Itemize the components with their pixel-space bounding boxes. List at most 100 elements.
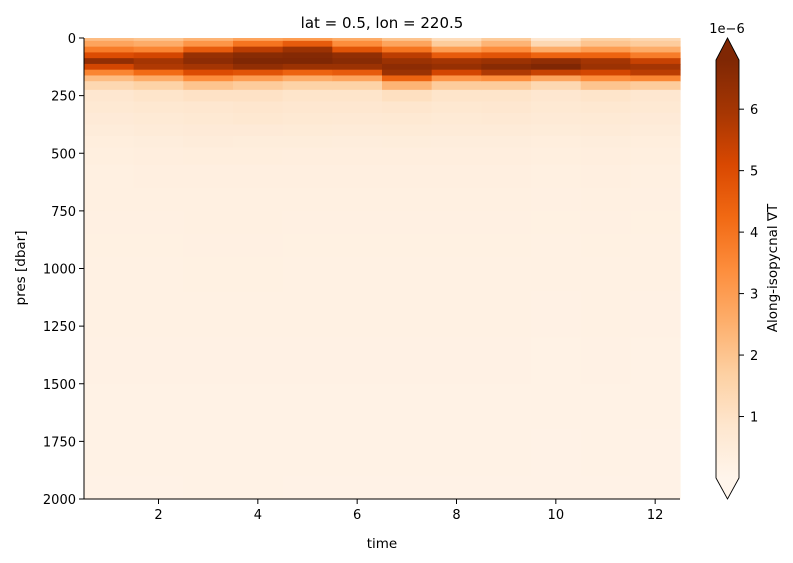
heatmap-cell (183, 112, 234, 126)
heatmap-cell (580, 101, 631, 114)
heatmap-cell (332, 135, 383, 149)
heatmap-cell (630, 383, 681, 431)
y-tick-label: 250 (51, 90, 76, 105)
heatmap-cell (233, 337, 284, 385)
heatmap-cell (531, 135, 582, 149)
heatmap-cell (233, 52, 284, 59)
heatmap-cell (580, 210, 631, 235)
heatmap-cell (84, 164, 135, 189)
y-tick-label: 1250 (43, 320, 76, 335)
heatmap-cell (580, 291, 631, 339)
heatmap-cell (531, 164, 582, 189)
heatmap-cell (531, 89, 582, 102)
heatmap-cell (332, 38, 383, 42)
heatmap-cell (431, 69, 482, 77)
heatmap-cell (183, 337, 234, 385)
colorbar-gradient (716, 60, 739, 478)
heatmap-cell (481, 52, 532, 59)
heatmap-cell (233, 81, 284, 91)
heatmap-cell (332, 63, 383, 71)
heatmap-cell (481, 383, 532, 431)
heatmap-cell (332, 164, 383, 189)
x-tick-label: 4 (254, 508, 262, 523)
heatmap-cell (431, 63, 482, 71)
heatmap-cell (382, 337, 433, 385)
heatmap-cell (332, 75, 383, 82)
heatmap-cell (580, 69, 631, 77)
x-axis-label: time (367, 536, 398, 552)
heatmap-cell (630, 69, 681, 77)
heatmap-cell (282, 256, 333, 293)
heatmap-cell (233, 291, 284, 339)
heatmap-cell (183, 233, 234, 258)
heatmap-cell (431, 58, 482, 65)
heatmap-cell (183, 46, 234, 53)
heatmap-cell (431, 429, 482, 477)
heatmap-cell (332, 233, 383, 258)
colorbar-tick-label: 1 (750, 411, 758, 426)
heatmap-cell (630, 475, 681, 500)
heatmap-cell (332, 46, 383, 53)
heatmap-cell (84, 63, 135, 71)
heatmap-cell (133, 256, 184, 293)
y-tick-label: 1500 (43, 378, 76, 393)
heatmap-cell (233, 135, 284, 149)
heatmap-cell (183, 135, 234, 149)
heatmap-cell (630, 147, 681, 166)
heatmap-cell (431, 383, 482, 431)
heatmap-cell (431, 210, 482, 235)
heatmap-cell (580, 75, 631, 82)
heatmap-cell (282, 233, 333, 258)
heatmap-cell (531, 187, 582, 212)
heatmap-cell (531, 210, 582, 235)
heatmap-cell (133, 89, 184, 102)
heatmap-cell (282, 164, 333, 189)
x-tick-label: 12 (647, 508, 664, 523)
heatmap-cell (580, 147, 631, 166)
y-tick-label: 0 (68, 32, 76, 47)
heatmap-cell (233, 46, 284, 53)
heatmap-cell (531, 75, 582, 82)
heatmap-cell (332, 89, 383, 102)
heatmap-cell (531, 112, 582, 126)
heatmap-cell (84, 58, 135, 65)
heatmap-cell (382, 58, 433, 65)
heatmap-cell (580, 337, 631, 385)
heatmap-cell (282, 429, 333, 477)
heatmap-cell (332, 291, 383, 339)
heatmap-cell (233, 233, 284, 258)
heatmap-cell (431, 89, 482, 102)
heatmap-cell (133, 63, 184, 71)
heatmap-cell (431, 233, 482, 258)
heatmap-cell (84, 89, 135, 102)
heatmap-cell (630, 58, 681, 65)
heatmap-cell (133, 233, 184, 258)
heatmap-cells (84, 38, 681, 500)
heatmap-cell (84, 256, 135, 293)
heatmap-cell (580, 383, 631, 431)
heatmap-cell (332, 81, 383, 91)
heatmap-cell (332, 112, 383, 126)
heatmap-cell (382, 63, 433, 71)
heatmap-cell (580, 40, 631, 48)
heatmap-cell (233, 69, 284, 77)
heatmap-cell (481, 164, 532, 189)
heatmap-cell (481, 38, 532, 42)
heatmap-cell (84, 38, 135, 42)
heatmap-cell (233, 112, 284, 126)
heatmap-cell (183, 69, 234, 77)
heatmap-cell (382, 256, 433, 293)
heatmap-cell (580, 135, 631, 149)
heatmap-cell (382, 291, 433, 339)
colorbar-ticks: 1 2 3 4 5 6 (739, 103, 758, 426)
heatmap-cell (481, 337, 532, 385)
heatmap-cell (84, 46, 135, 53)
heatmap-cell (481, 124, 532, 137)
heatmap-cell (531, 46, 582, 53)
heatmap-cell (531, 147, 582, 166)
heatmap-cell (183, 383, 234, 431)
heatmap-cell (481, 112, 532, 126)
heatmap-cell (133, 46, 184, 53)
heatmap-cell (183, 475, 234, 500)
